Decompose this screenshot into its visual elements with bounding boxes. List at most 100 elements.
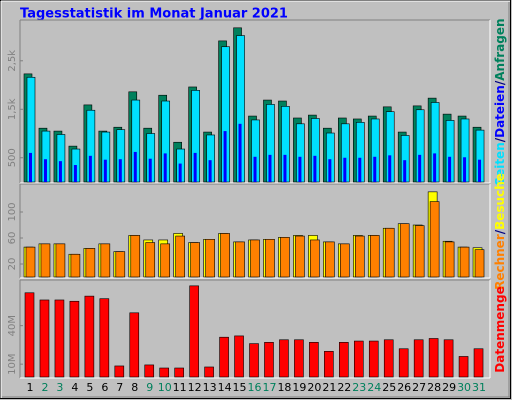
- bar: [309, 342, 319, 378]
- bar: [325, 241, 335, 278]
- x-tick-label: 15: [233, 381, 247, 394]
- bar: [294, 339, 304, 378]
- bar: [279, 339, 289, 378]
- legend: Datenmenge: [493, 286, 507, 372]
- bar: [175, 235, 185, 278]
- bar: [234, 335, 244, 378]
- bar: [414, 225, 425, 278]
- x-tick-label: 3: [56, 381, 63, 394]
- bar: [250, 239, 260, 278]
- x-tick-label: 5: [86, 381, 93, 394]
- bar: [58, 161, 62, 182]
- bar: [193, 152, 197, 182]
- bar: [280, 237, 290, 278]
- x-tick-label: 14: [218, 381, 232, 394]
- bar: [264, 342, 274, 378]
- legend-separator: /: [493, 80, 507, 85]
- bar: [443, 339, 454, 378]
- bar: [85, 248, 96, 278]
- x-tick-label: 16: [248, 381, 262, 394]
- bar: [223, 131, 227, 182]
- bar: [398, 348, 409, 378]
- bar: [298, 156, 302, 182]
- x-tick-label: 26: [397, 381, 411, 394]
- bar: [178, 163, 182, 182]
- bar: [373, 156, 377, 182]
- x-tick-label: 27: [412, 381, 426, 394]
- y-tick-label: 10M: [7, 353, 18, 374]
- bar: [25, 246, 36, 278]
- bar: [478, 159, 482, 182]
- bar: [160, 243, 171, 278]
- bar: [88, 155, 92, 182]
- bar: [429, 201, 440, 278]
- bar: [238, 123, 242, 182]
- bar: [114, 365, 125, 378]
- bar: [29, 152, 32, 182]
- bar: [100, 243, 111, 278]
- bar: [40, 243, 51, 278]
- bar: [148, 158, 152, 182]
- x-tick-label: 4: [71, 381, 78, 394]
- bar: [205, 239, 215, 278]
- y-tick-label: 100: [7, 202, 18, 221]
- x-tick-label: 29: [442, 381, 456, 394]
- x-tick-label: 31: [472, 381, 486, 394]
- bar: [459, 246, 470, 278]
- bar: [265, 239, 275, 278]
- bar: [115, 251, 126, 278]
- bar: [130, 235, 141, 278]
- legend: Seiten/Dateien/Anfragen: [493, 18, 507, 185]
- bar: [118, 159, 122, 182]
- legend-entry: Datenmenge: [493, 286, 507, 372]
- legend-entry: Besuche: [493, 173, 507, 230]
- bar: [73, 165, 77, 182]
- bar: [204, 366, 214, 378]
- bar: [249, 343, 259, 378]
- legend-entry: Dateien: [493, 85, 507, 138]
- bar: [133, 151, 137, 182]
- bar: [159, 367, 170, 378]
- x-tick-label: 10: [158, 381, 172, 394]
- bar: [55, 243, 66, 278]
- x-tick-label: 23: [352, 381, 366, 394]
- bar: [384, 227, 395, 278]
- bar: [39, 299, 50, 378]
- bar: [129, 312, 140, 378]
- legend-separator: /: [493, 229, 507, 234]
- bar: [343, 157, 347, 182]
- bar: [369, 235, 380, 278]
- y-tick-label: 500: [7, 148, 18, 167]
- legend-entry: Rechner: [493, 234, 507, 290]
- bar: [358, 157, 362, 182]
- x-tick-label: 1: [27, 381, 34, 394]
- legend-separator: /: [493, 137, 507, 142]
- bar: [145, 242, 156, 278]
- bar: [295, 235, 305, 278]
- bar: [84, 295, 95, 378]
- bar: [463, 157, 467, 182]
- bar: [313, 155, 317, 182]
- bar: [473, 348, 484, 378]
- bar: [163, 153, 167, 182]
- y-tick-label: 2,5k: [7, 50, 18, 72]
- y-tick-label: 20: [7, 258, 18, 271]
- bar: [403, 160, 407, 182]
- x-tick-label: 21: [322, 381, 336, 394]
- x-tick-label: 18: [277, 381, 291, 394]
- legend-entry: Anfragen: [493, 18, 507, 80]
- bar: [310, 239, 320, 278]
- legend: Rechner/Besuche: [493, 173, 507, 290]
- bar: [353, 340, 364, 378]
- bar: [103, 159, 107, 182]
- bar: [235, 241, 245, 278]
- bar: [283, 154, 287, 182]
- x-tick-label: 6: [101, 381, 108, 394]
- bar: [368, 340, 379, 378]
- bar: [190, 242, 200, 278]
- bar: [208, 160, 212, 182]
- x-tick-label: 19: [292, 381, 306, 394]
- bar: [220, 233, 230, 278]
- bar: [428, 338, 439, 378]
- y-tick-label: 1,5k: [7, 98, 18, 120]
